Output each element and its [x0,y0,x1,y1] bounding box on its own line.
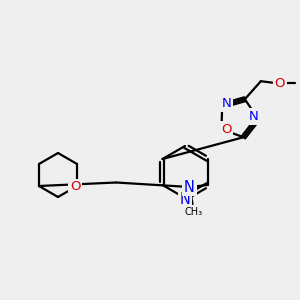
Text: CH₃: CH₃ [184,207,202,217]
Text: O: O [70,181,80,194]
Text: O: O [274,77,285,90]
Text: N: N [249,110,259,123]
Text: N: N [180,193,190,208]
Text: N: N [184,179,195,194]
Text: O: O [221,123,232,136]
Text: N: N [221,97,231,110]
